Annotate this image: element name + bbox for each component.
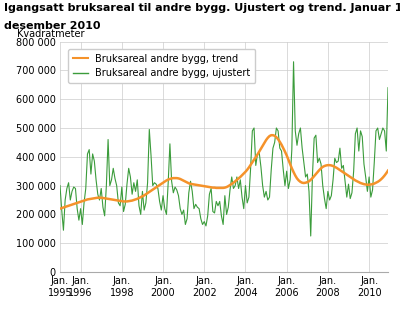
Text: desember 2010: desember 2010	[4, 21, 100, 31]
Text: Kvadratmeter: Kvadratmeter	[17, 29, 85, 39]
Text: Igangsatt bruksareal til andre bygg. Ujustert og trend. Januar 1995-: Igangsatt bruksareal til andre bygg. Uju…	[4, 3, 400, 13]
Legend: Bruksareal andre bygg, trend, Bruksareal andre bygg, ujustert: Bruksareal andre bygg, trend, Bruksareal…	[68, 49, 256, 83]
